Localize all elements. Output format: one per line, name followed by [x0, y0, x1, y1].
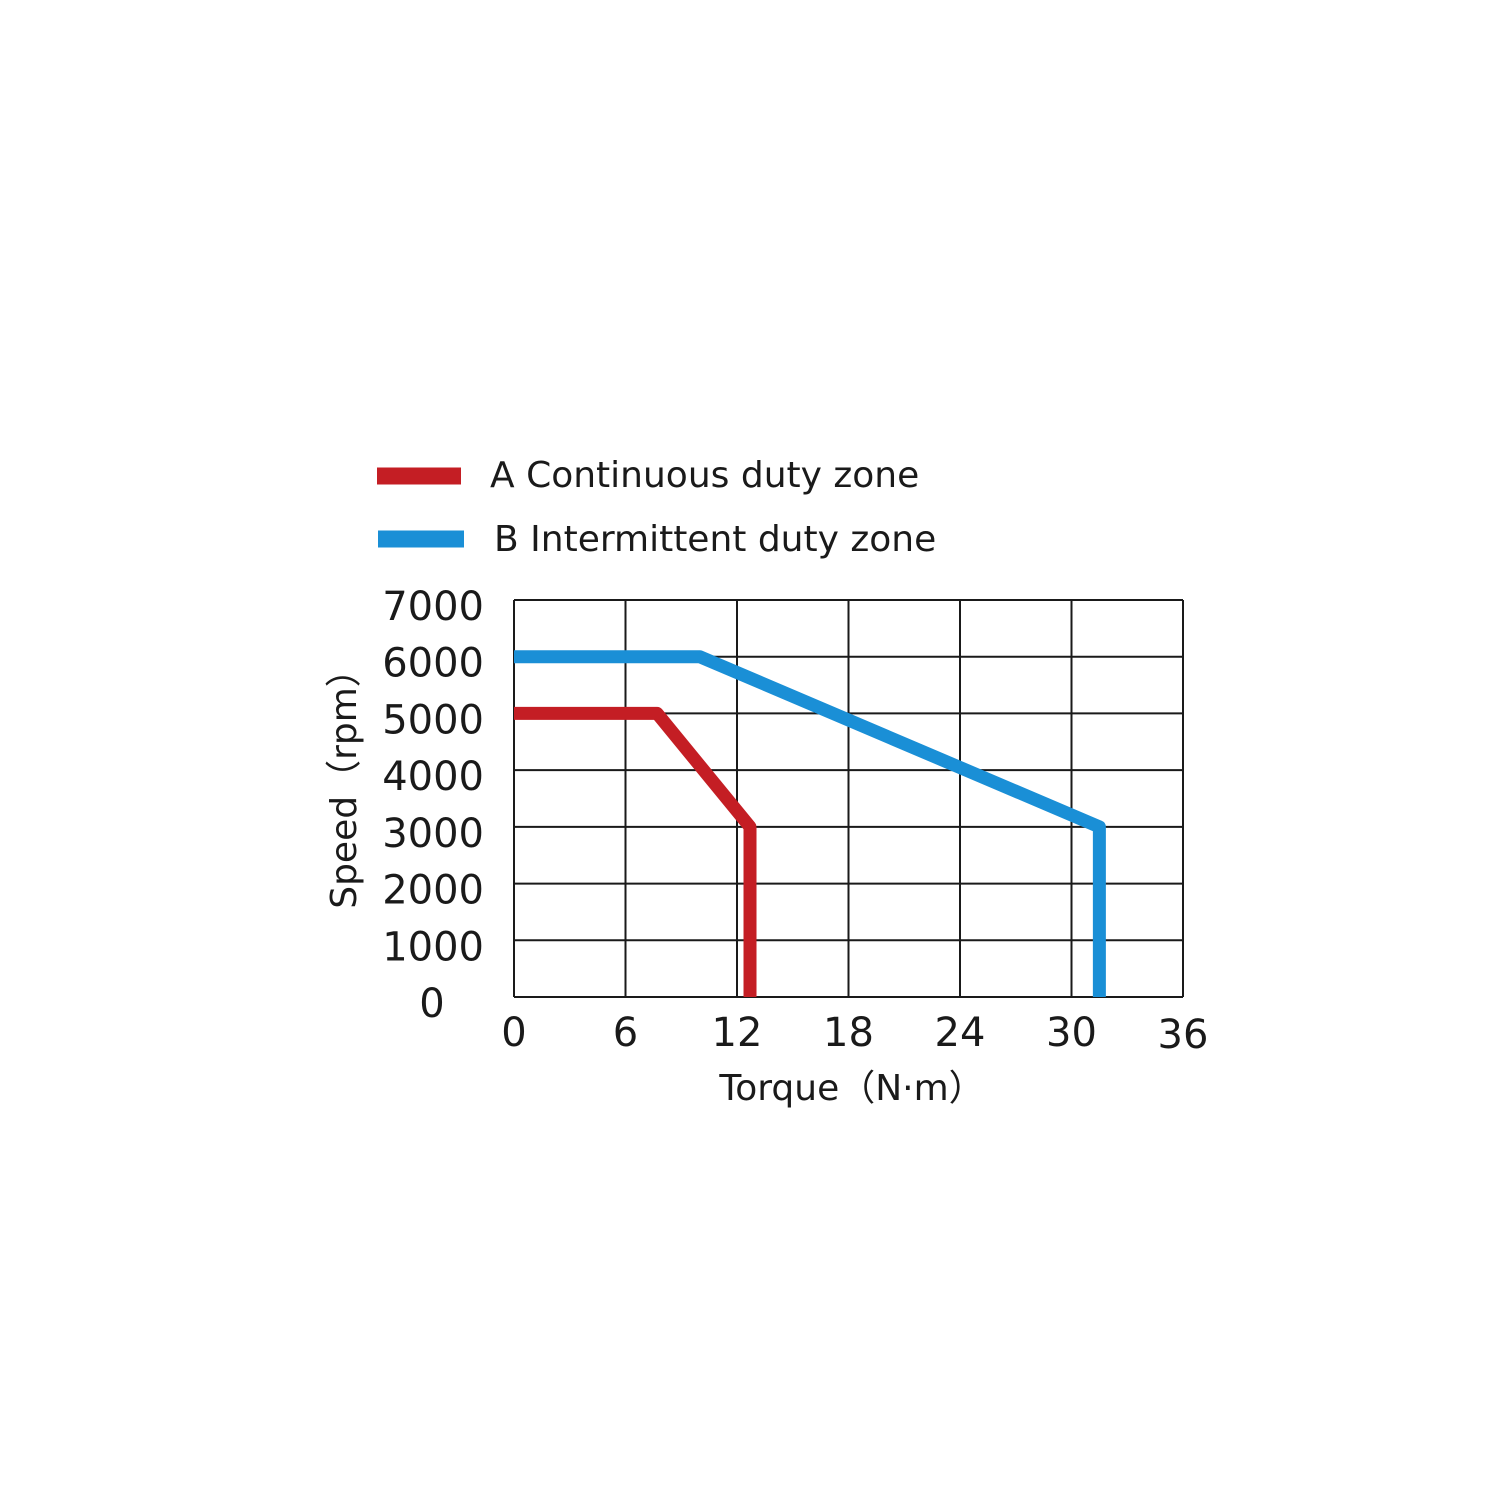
x-tick-label-4: 24	[935, 1010, 986, 1056]
y-tick-label-3: 3000	[382, 811, 484, 857]
x-axis-title: Torque（N·m）	[718, 1068, 984, 1109]
x-tick-label-1: 6	[613, 1010, 638, 1056]
x-tick-label-6: 36	[1158, 1012, 1209, 1058]
y-tick-label-4: 4000	[382, 754, 484, 800]
y-axis-ticks: 0 1000 2000 3000 4000 5000 6000 7000	[382, 584, 484, 1027]
x-tick-label-3: 18	[823, 1010, 874, 1056]
legend-label-1: B Intermittent duty zone	[494, 519, 936, 560]
y-tick-label-5: 5000	[382, 697, 484, 743]
legend-label-0: A Continuous duty zone	[490, 455, 919, 496]
x-tick-label-2: 12	[712, 1010, 763, 1056]
legend: A Continuous duty zone B Intermittent dut…	[377, 455, 936, 560]
x-tick-label-0: 0	[501, 1010, 526, 1056]
y-tick-label-1: 1000	[382, 924, 484, 970]
y-tick-label-2: 2000	[382, 868, 484, 914]
grid	[513, 599, 1184, 998]
y-tick-label-6: 6000	[382, 641, 484, 687]
y-axis-title: Speed（rpm）	[324, 651, 365, 909]
x-tick-label-5: 30	[1046, 1010, 1097, 1056]
y-tick-label-7: 7000	[382, 584, 484, 630]
series-layer	[514, 650, 1106, 997]
x-axis-ticks: 0 6 12 18 24 30 36	[501, 1010, 1208, 1058]
series-line-1	[514, 650, 1106, 997]
y-tick-label-0: 0	[419, 981, 444, 1027]
series-line-0	[514, 706, 757, 997]
